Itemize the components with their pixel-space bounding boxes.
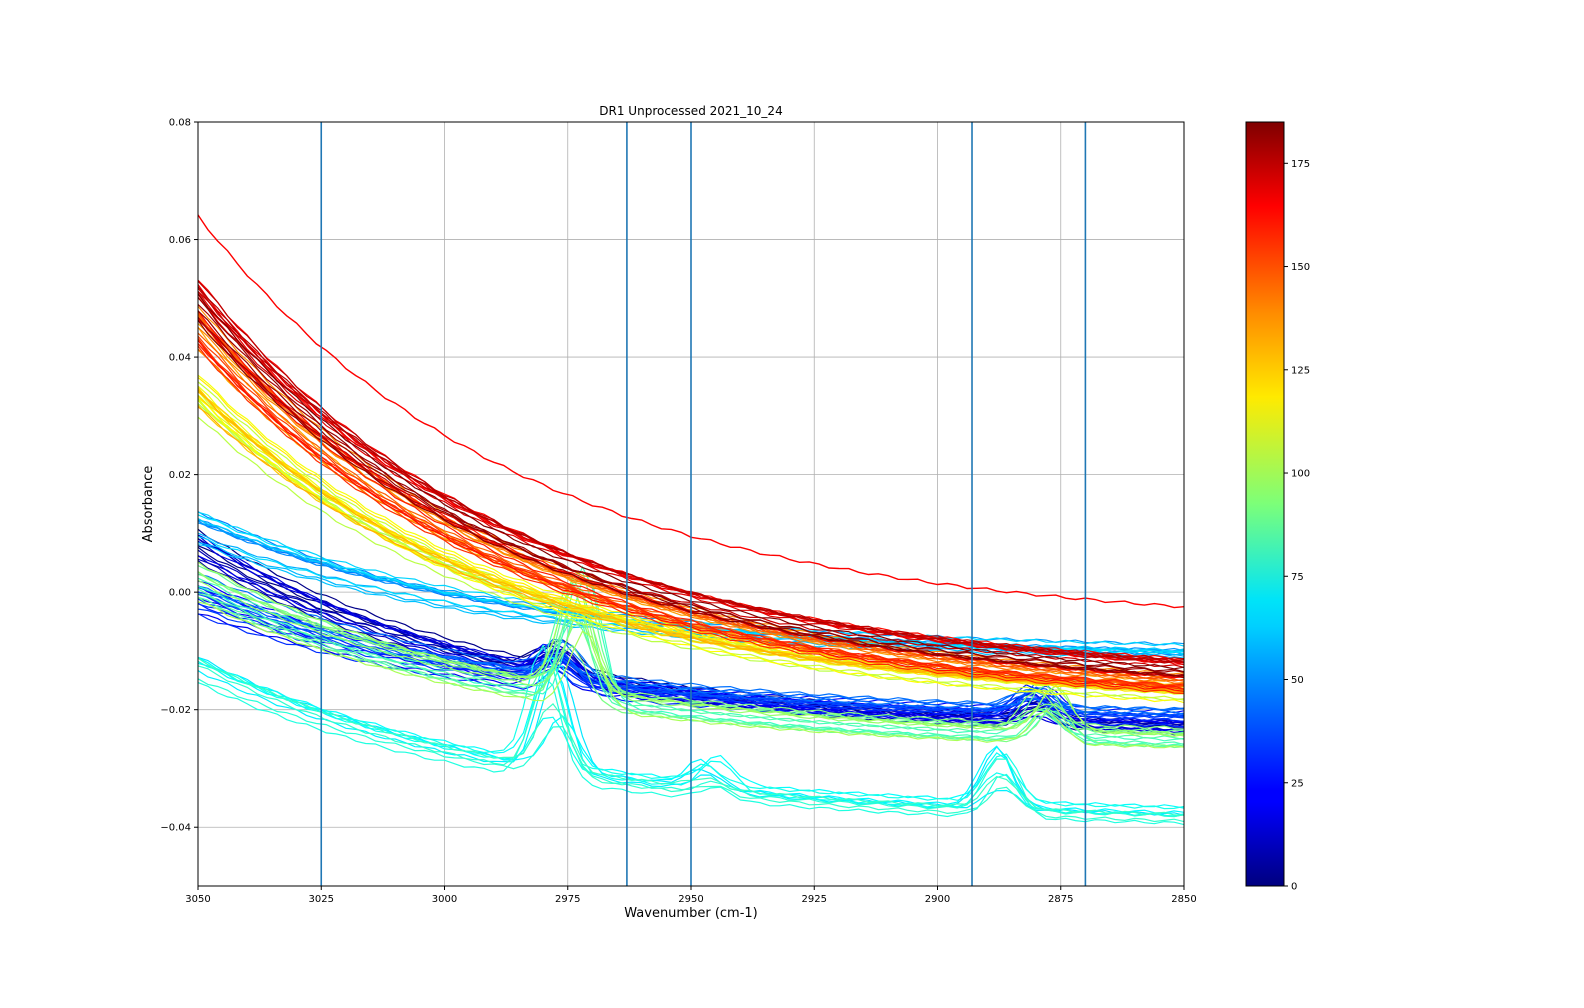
colorbar-ticks: 0 25 50 75 100 125 150 175 [1284,159,1310,893]
colorbar-tick-label-0: 0 [1291,882,1297,893]
colorbar-tick-label-7: 175 [1291,159,1310,170]
vertical-marker-lines [320,122,1087,886]
y-axis-ticks: −0.04 −0.02 0.00 0.02 0.04 0.06 0.08 [160,118,198,834]
x-tick-label-2: 3000 [432,894,457,905]
y-tick-label-0: −0.04 [160,823,191,834]
x-tick-label-7: 2875 [1048,894,1073,905]
colorbar-tick-label-2: 50 [1291,675,1304,686]
x-tick-label-8: 2850 [1171,894,1196,905]
y-tick-label-3: 0.02 [169,470,191,481]
colorbar [1245,121,1285,887]
y-tick-label-2: 0.00 [169,588,191,599]
y-tick-label-1: −0.02 [160,705,191,716]
x-tick-label-6: 2900 [925,894,950,905]
x-tick-label-0: 3050 [185,894,210,905]
x-tick-label-3: 2975 [555,894,580,905]
colorbar-tick-label-5: 125 [1291,365,1310,376]
colorbar-tick-label-3: 75 [1291,572,1304,583]
x-tick-label-4: 2950 [678,894,703,905]
colorbar-tick-label-4: 100 [1291,469,1310,480]
y-tick-label-5: 0.06 [169,235,191,246]
x-axis-label: Wavenumber (cm-1) [624,906,757,921]
x-tick-label-1: 3025 [309,894,334,905]
colorbar-tick-label-6: 150 [1291,262,1310,273]
colorbar-tick-label-1: 25 [1291,778,1304,789]
x-axis-ticks: 3050 3025 3000 2975 2950 2925 2900 2875 2850 [185,886,1197,905]
x-tick-label-5: 2925 [802,894,827,905]
y-tick-label-6: 0.08 [169,118,191,129]
y-axis-label: Absorbance [141,466,156,543]
chart-title: DR1 Unprocessed 2021_10_24 [599,104,782,118]
y-tick-label-4: 0.04 [169,353,191,364]
